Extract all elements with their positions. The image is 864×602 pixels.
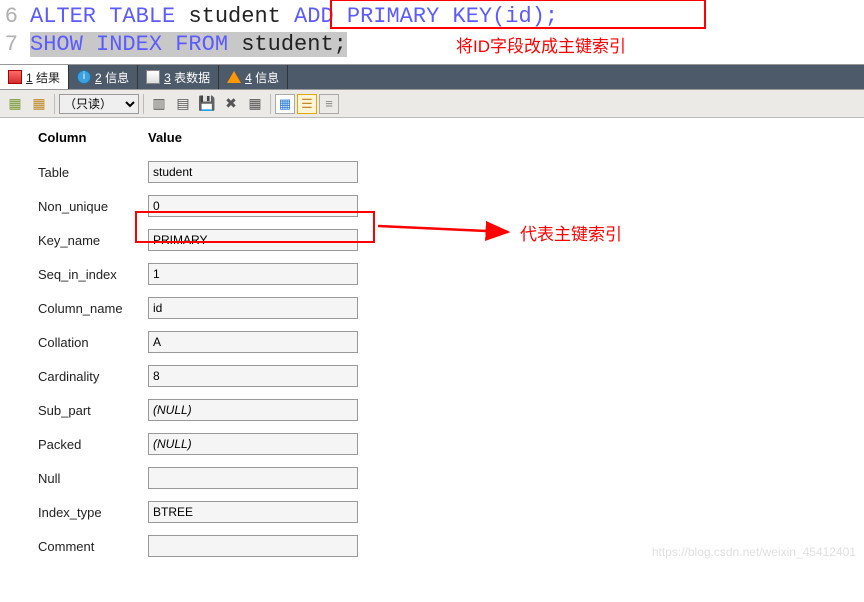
field-label: Comment [38, 539, 148, 554]
field-label: Seq_in_index [38, 267, 148, 282]
field-label: Index_type [38, 505, 148, 520]
detail-row: Column_nameid [38, 291, 864, 325]
add-row-button[interactable]: ▦ [4, 93, 26, 115]
field-value[interactable]: 1 [148, 263, 358, 285]
tab-info-1[interactable]: i 2 信息 [69, 65, 138, 89]
field-value[interactable]: A [148, 331, 358, 353]
detail-row: Packed(NULL) [38, 427, 864, 461]
toolbar-button[interactable]: ▤ [172, 93, 194, 115]
field-label: Null [38, 471, 148, 486]
field-value[interactable]: 8 [148, 365, 358, 387]
tab-result[interactable]: 1 结果 [0, 65, 69, 89]
field-value[interactable] [148, 535, 358, 557]
field-label: Sub_part [38, 403, 148, 418]
toolbar-button[interactable]: ▥ [148, 93, 170, 115]
tab-info-2[interactable]: 4 信息 [219, 65, 288, 89]
save-button[interactable]: 💾 [196, 93, 218, 115]
delete-row-button[interactable]: ▦ [28, 93, 50, 115]
readonly-select[interactable]: （只读） [59, 94, 139, 114]
value-header: Value [148, 130, 182, 145]
grid-view-button[interactable]: ▦ [275, 94, 295, 114]
field-value[interactable]: (NULL) [148, 399, 358, 421]
field-label: Table [38, 165, 148, 180]
field-label: Collation [38, 335, 148, 350]
grid-icon [146, 70, 160, 84]
field-label: Packed [38, 437, 148, 452]
annotation-box-keyname [135, 211, 375, 243]
separator [54, 94, 55, 114]
annotation-text-mid: 代表主键索引 [520, 220, 622, 245]
field-value[interactable]: BTREE [148, 501, 358, 523]
field-label: Non_unique [38, 199, 148, 214]
detail-row: Tablestudent [38, 155, 864, 189]
line-number: 6 [0, 4, 30, 29]
field-value[interactable]: (NULL) [148, 433, 358, 455]
detail-header: Column Value [38, 126, 864, 155]
separator [270, 94, 271, 114]
info-icon: i [77, 70, 91, 84]
field-value[interactable] [148, 467, 358, 489]
annotation-arrow [378, 214, 528, 244]
separator [143, 94, 144, 114]
field-label: Column_name [38, 301, 148, 316]
text-view-button[interactable]: ≡ [319, 94, 339, 114]
detail-row: Null [38, 461, 864, 495]
code-line-7: 7 SHOW INDEX FROM student; [0, 30, 864, 58]
annotation-box-top [330, 0, 706, 29]
watermark: https://blog.csdn.net/weixin_45412401 [652, 545, 856, 559]
result-toolbar: ▦ ▦ （只读） ▥ ▤ 💾 ✖ ▦ ▦ ☰ ≡ [0, 90, 864, 118]
form-view-button[interactable]: ☰ [297, 94, 317, 114]
detail-panel: Column Value TablestudentNon_unique0Key_… [0, 118, 864, 563]
toolbar-button[interactable]: ▦ [244, 93, 266, 115]
sql-editor[interactable]: 6 ALTER TABLE student ADD PRIMARY KEY(id… [0, 0, 864, 64]
detail-row: Sub_part(NULL) [38, 393, 864, 427]
code-text: SHOW INDEX FROM student; [30, 32, 347, 57]
result-tabs: 1 结果 i 2 信息 3 表数据 4 信息 [0, 64, 864, 90]
field-label: Cardinality [38, 369, 148, 384]
detail-row: Seq_in_index1 [38, 257, 864, 291]
field-value[interactable]: student [148, 161, 358, 183]
detail-row: Index_typeBTREE [38, 495, 864, 529]
field-value[interactable]: id [148, 297, 358, 319]
toolbar-button[interactable]: ✖ [220, 93, 242, 115]
column-header: Column [38, 130, 148, 145]
field-label: Key_name [38, 233, 148, 248]
detail-row: Cardinality8 [38, 359, 864, 393]
warning-icon [227, 71, 241, 83]
tab-tabledata[interactable]: 3 表数据 [138, 65, 219, 89]
line-number: 7 [0, 32, 30, 57]
detail-row: CollationA [38, 325, 864, 359]
result-icon [8, 70, 22, 84]
annotation-text-top: 将ID字段改成主键索引 [456, 32, 626, 57]
